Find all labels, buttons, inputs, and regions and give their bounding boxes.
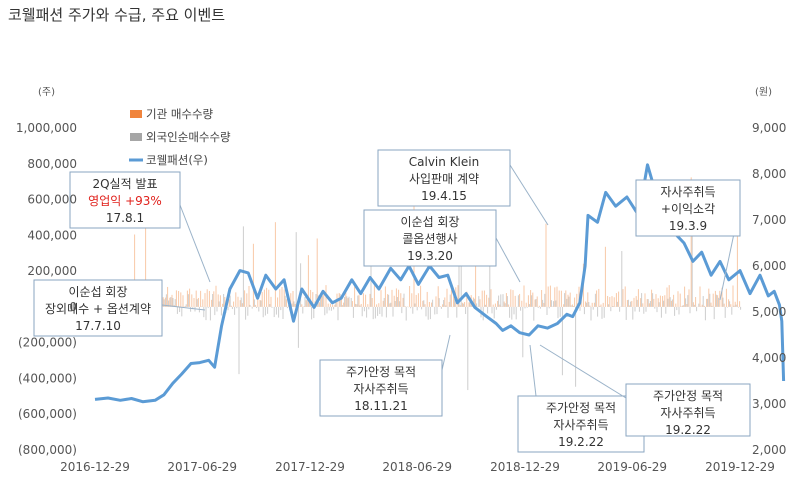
- left-axis-tick: (400,000): [18, 371, 77, 385]
- annotation-text: 주가안정 목적: [653, 389, 723, 403]
- x-axis-tick: 2017-06-29: [167, 460, 237, 474]
- x-axis-tick: 2019-06-29: [597, 460, 667, 474]
- annotation-box: [625, 383, 751, 437]
- annotation-text: 18.11.21: [354, 399, 407, 413]
- right-axis-tick: 8,000: [752, 167, 786, 181]
- axis-layer: 1,000,000 800,000 600,000 400,000 200,000 0 (2…: [16, 86, 786, 474]
- left-axis-tick: (800,000): [18, 443, 77, 457]
- annotation-box: [69, 171, 181, 229]
- annotation-text: 19.3.20: [407, 249, 453, 263]
- annotation-box: [33, 279, 163, 337]
- annotation-text: 콜옵션행사: [402, 231, 457, 246]
- annotation-text: 이순섭 회장: [400, 215, 459, 229]
- annotation-box: [363, 209, 497, 267]
- left-axis-tick: 800,000: [27, 157, 77, 171]
- right-axis-tick: 2,000: [752, 443, 786, 457]
- right-axis-unit: (원): [755, 86, 772, 98]
- legend-swatch: [130, 133, 142, 141]
- annotation-text: 19.2.22: [665, 423, 711, 437]
- annotation-text: 자사주취득: [553, 418, 608, 432]
- right-axis-tick: 5,000: [752, 305, 786, 319]
- annotation-box: [319, 359, 443, 417]
- annotation-box: [635, 179, 741, 237]
- annotation-leader-line: [495, 237, 521, 283]
- annotation-text: 주가안정 목적: [346, 365, 416, 379]
- annotation-leader-line: [161, 304, 206, 311]
- right-axis-tick: 7,000: [752, 213, 786, 227]
- left-axis-tick: (600,000): [18, 407, 77, 421]
- annotation-box: [377, 149, 511, 207]
- legend-label: 외국인순매수수량: [146, 130, 231, 144]
- x-axis-tick: 2016-12-29: [60, 460, 130, 474]
- annotation-leader-line: [179, 204, 211, 283]
- annotation-text: 19.2.22: [558, 435, 604, 449]
- price-layer: [94, 163, 786, 404]
- left-axis-tick: 600,000: [27, 193, 77, 207]
- x-axis-tick: 2018-12-29: [490, 460, 560, 474]
- x-axis-tick: 2018-06-29: [382, 460, 452, 474]
- annotation-text: 17.7.10: [75, 319, 121, 333]
- left-axis-tick: 400,000: [27, 228, 77, 242]
- x-axis-tick: 2017-12-29: [275, 460, 345, 474]
- legend-swatch: [130, 110, 142, 118]
- legend-label: 코웰패션(우): [146, 153, 208, 167]
- annotation-text: 이순섭 회장: [68, 285, 127, 299]
- x-axis-tick: 2019-12-29: [705, 460, 775, 474]
- annotation-text: Calvin Klein: [409, 155, 479, 169]
- left-axis-tick: 1,000,000: [16, 121, 77, 135]
- right-axis-tick: 3,000: [752, 397, 786, 411]
- annotation-leader-line: [441, 334, 451, 371]
- legend-label: 기관 매수수량: [146, 107, 214, 121]
- annotation-text: 19.4.15: [421, 189, 467, 203]
- annotation-text: 17.8.1: [106, 211, 144, 225]
- annotation-leader-line: [529, 344, 537, 397]
- annotation-text: 2Q실적 발표: [92, 177, 157, 191]
- annotation-text: 주가안정 목적: [546, 401, 616, 415]
- annotation-leader-line: [509, 164, 549, 226]
- price-line: [94, 163, 786, 404]
- annotation-text: 영업익 +93%: [88, 194, 162, 208]
- right-axis-tick: 4,000: [752, 351, 786, 365]
- left-axis-tick: 0: [69, 300, 77, 314]
- right-axis-tick: 9,000: [752, 121, 786, 135]
- chart-title: 코웰패션 주가와 수급, 주요 이벤트: [8, 6, 226, 24]
- annotation-leader-line: [539, 344, 627, 399]
- left-axis-unit: (주): [38, 87, 55, 98]
- left-axis-tick: 200,000: [27, 264, 77, 278]
- annotation-text: 자사주취득: [660, 406, 715, 420]
- annotation-text: 사입판매 계약: [409, 171, 479, 186]
- annotation-text: 자사주취득: [353, 382, 408, 396]
- annotation-text: +이익소각: [661, 202, 715, 216]
- annotation-box: [517, 395, 645, 453]
- annotation-text: 장외매수 + 옵션계약: [45, 301, 151, 316]
- right-axis-tick: 6,000: [752, 259, 786, 273]
- annotation-text: 19.3.9: [669, 219, 707, 233]
- annotation-text: 자사주취득: [660, 185, 715, 199]
- left-axis-tick: (200,000): [18, 336, 77, 350]
